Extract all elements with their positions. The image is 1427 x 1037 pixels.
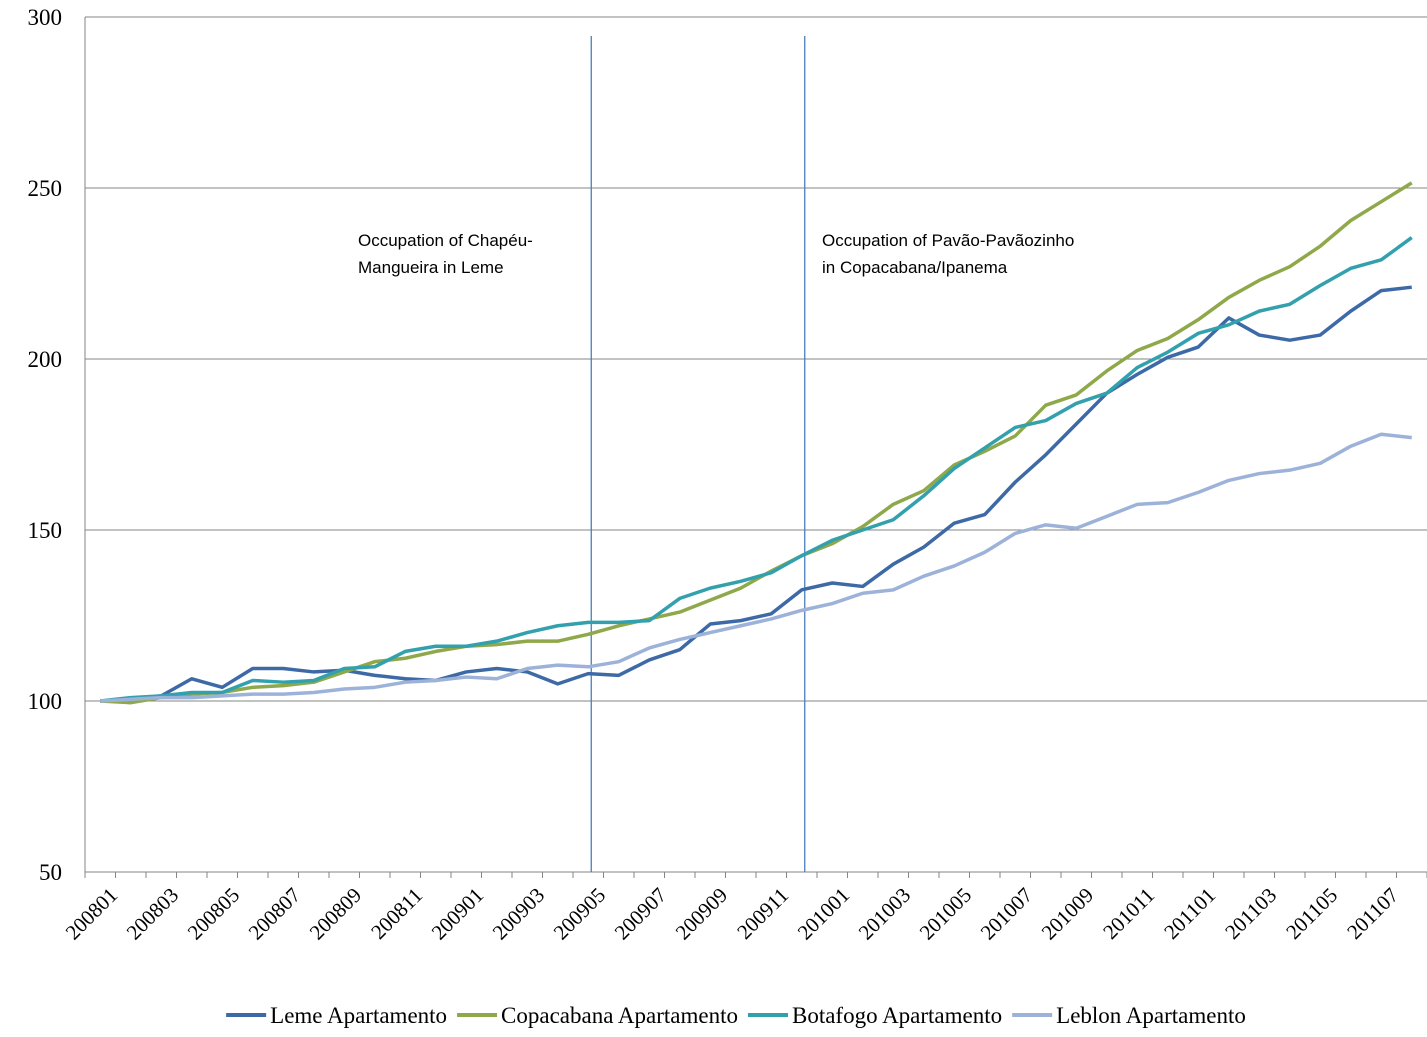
x-tick-label: 200907	[610, 883, 672, 945]
legend-label: Leblon Apartamento	[1056, 1003, 1246, 1028]
x-tick-label: 201103	[1220, 883, 1281, 944]
annotation: Occupation of Chapéu-	[358, 231, 533, 250]
legend-label: Leme Apartamento	[270, 1003, 447, 1028]
x-tick-label: 200909	[671, 883, 733, 945]
series-line	[100, 236, 1413, 703]
y-tick-label: 300	[28, 5, 63, 30]
y-tick-label: 50	[39, 860, 62, 885]
annotation: Occupation of Pavão-Pavãozinho	[822, 231, 1074, 250]
x-tick-label: 201107	[1342, 883, 1403, 944]
x-tick-label: 200805	[183, 883, 245, 945]
series-line	[100, 181, 1413, 705]
x-tick-label: 200811	[366, 883, 427, 944]
x-tick-label: 201003	[854, 883, 916, 945]
x-tick-label: 200801	[61, 883, 123, 945]
series-line	[100, 432, 1412, 703]
x-tick-label: 201005	[915, 883, 977, 945]
x-tick-label: 201009	[1037, 883, 1099, 945]
x-tick-label: 201011	[1098, 883, 1159, 944]
series-line	[100, 285, 1412, 703]
legend-label: Copacabana Apartamento	[501, 1003, 738, 1028]
annotation: Mangueira in Leme	[358, 258, 504, 277]
x-tick-label: 201001	[793, 883, 855, 945]
x-tick-label: 201007	[976, 883, 1038, 945]
y-tick-label: 250	[28, 176, 63, 201]
x-tick-label: 201101	[1159, 883, 1220, 944]
y-tick-label: 100	[28, 689, 63, 714]
x-tick-label: 200807	[244, 883, 306, 945]
legend-label: Botafogo Apartamento	[792, 1003, 1002, 1028]
x-tick-label: 200903	[488, 883, 550, 945]
x-tick-label: 201105	[1281, 883, 1342, 944]
y-tick-label: 150	[28, 518, 63, 543]
x-tick-label: 200911	[732, 883, 793, 944]
x-tick-label: 200901	[427, 883, 489, 945]
x-tick-label: 200803	[122, 883, 184, 945]
x-tick-label: 200809	[305, 883, 367, 945]
annotation: in Copacabana/Ipanema	[822, 258, 1008, 277]
y-tick-label: 200	[28, 347, 63, 372]
x-tick-label: 200905	[549, 883, 611, 945]
